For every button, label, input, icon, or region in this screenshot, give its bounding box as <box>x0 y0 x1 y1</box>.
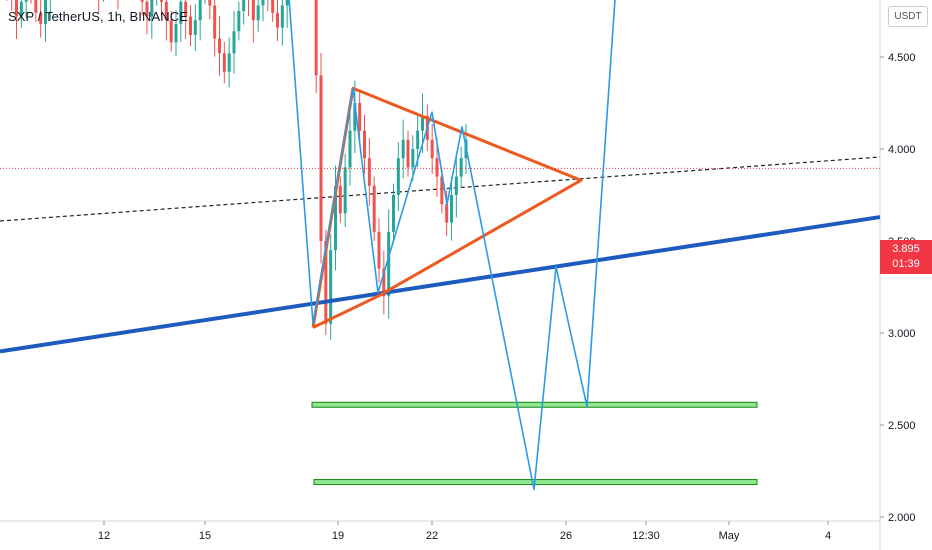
candle-body <box>271 0 275 13</box>
candle-body <box>276 12 279 28</box>
candle-body <box>164 1 168 21</box>
candle-body <box>401 139 405 159</box>
candle-body <box>232 31 236 54</box>
candle-body <box>343 167 347 214</box>
candle-body <box>261 0 265 6</box>
candle-body <box>179 1 183 24</box>
candle-body <box>454 176 458 195</box>
x-tick-label: 4 <box>825 530 831 542</box>
currency-unit-button[interactable]: USDT <box>888 6 928 27</box>
candle-body <box>314 0 318 76</box>
candle-body <box>213 5 217 39</box>
candle-body <box>140 0 144 2</box>
candle-body <box>338 185 342 214</box>
bar-countdown: 01:39 <box>892 258 920 270</box>
candle-body <box>39 12 43 24</box>
y-tick-label: 3.000 <box>888 328 916 340</box>
candle-body <box>44 0 47 24</box>
candle-body <box>237 11 241 32</box>
x-tick-label: 22 <box>426 530 438 542</box>
candle-body <box>459 158 463 177</box>
x-tick-label: 19 <box>332 530 344 542</box>
candle-body <box>193 20 197 35</box>
candle-body <box>160 0 163 2</box>
y-tick-label: 4.000 <box>888 144 916 156</box>
candle-body <box>319 75 323 242</box>
candle-body <box>324 241 328 324</box>
candle-body <box>372 185 376 232</box>
candle-body <box>329 250 333 324</box>
candle-body <box>363 130 366 159</box>
candle-body <box>411 149 415 168</box>
candle-body <box>406 139 410 168</box>
candle-body <box>242 0 246 11</box>
candle-body <box>334 185 337 251</box>
candle-body <box>387 231 391 297</box>
candle-body <box>169 20 173 43</box>
candle-body <box>392 195 395 232</box>
y-tick-label: 2.000 <box>888 512 916 524</box>
x-tick-label: May <box>719 530 740 542</box>
candle-body <box>445 204 449 223</box>
candle-body <box>430 139 434 159</box>
candle-body <box>358 103 362 131</box>
candle-body <box>285 0 289 6</box>
x-tick-label: 12:30 <box>632 530 660 542</box>
x-tick-label: 26 <box>560 530 572 542</box>
candle-body <box>19 1 23 17</box>
candle-body <box>150 0 154 17</box>
symbol-title: SXP / TetherUS, 1h, BINANCE <box>8 9 188 24</box>
candle-body <box>222 53 226 72</box>
candle-body <box>450 195 453 223</box>
projected-path[interactable] <box>287 0 630 491</box>
candle-body <box>174 23 178 43</box>
candle-body <box>184 1 188 17</box>
candle-body <box>421 115 424 131</box>
candle-body <box>34 0 38 13</box>
dashed-midline[interactable] <box>0 156 881 222</box>
candle-body <box>382 268 386 297</box>
candle-body <box>251 0 255 21</box>
candle-body <box>189 16 192 35</box>
x-tick-label: 12 <box>98 530 110 542</box>
candle-body <box>348 130 352 168</box>
candle-body <box>218 38 221 54</box>
candle-body <box>24 0 28 2</box>
candle-body <box>145 1 149 17</box>
candle-body <box>377 231 381 269</box>
candle-body <box>396 158 400 195</box>
candle-body <box>440 176 444 205</box>
candle-body <box>208 0 212 6</box>
candle-body <box>435 158 439 177</box>
candle-body <box>280 5 284 28</box>
y-tick-label: 4.500 <box>888 52 916 64</box>
candle-body <box>353 103 357 131</box>
channel-lower-line[interactable] <box>0 215 881 354</box>
candle-body <box>198 0 202 21</box>
target-zone[interactable] <box>311 401 758 408</box>
y-tick-label: 2.500 <box>888 420 916 432</box>
last-price-value: 3.895 <box>892 243 920 255</box>
candle-body <box>256 5 260 21</box>
last-price-tag: 3.895 01:39 <box>880 240 932 274</box>
candle-body <box>15 0 18 17</box>
x-tick-label: 15 <box>199 530 211 542</box>
candle-body <box>227 53 231 72</box>
candle-body <box>416 130 420 149</box>
candle-body <box>367 158 371 186</box>
